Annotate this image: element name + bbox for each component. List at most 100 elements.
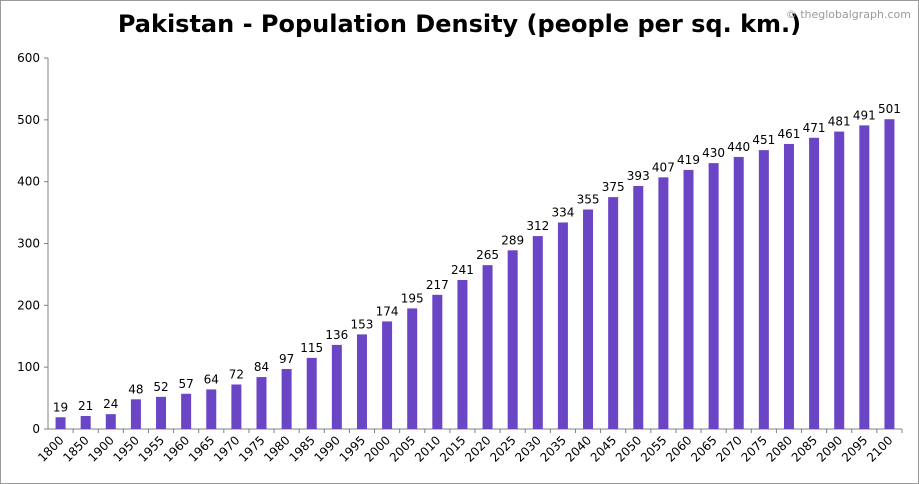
data-label: 451 <box>752 133 775 147</box>
data-label: 393 <box>627 169 650 183</box>
bar <box>156 396 167 429</box>
bar <box>482 265 493 429</box>
x-tick-label: 1980 <box>261 433 292 464</box>
data-label: 419 <box>677 153 700 167</box>
x-axis: 1800185019001950195519601965197019751980… <box>35 428 903 465</box>
y-tick-label: 0 <box>32 422 40 436</box>
bar <box>884 119 895 429</box>
x-tick-label: 1955 <box>136 433 167 464</box>
data-label: 195 <box>401 291 424 305</box>
bar <box>859 125 870 430</box>
bar <box>356 334 367 429</box>
chart-title: Pakistan - Population Density (people pe… <box>117 10 802 38</box>
bar <box>432 294 443 429</box>
bar <box>80 416 91 429</box>
bar <box>733 156 744 429</box>
x-tick-label: 2020 <box>462 433 493 464</box>
data-label: 481 <box>828 115 851 129</box>
data-label: 375 <box>602 180 625 194</box>
x-tick-label: 2085 <box>789 433 820 464</box>
data-label: 501 <box>878 102 901 116</box>
data-label: 115 <box>300 341 323 355</box>
x-tick-label: 2075 <box>738 433 769 464</box>
bar-series <box>55 119 895 430</box>
data-label: 64 <box>204 372 219 386</box>
bar <box>181 393 192 429</box>
data-label: 174 <box>376 304 399 318</box>
bar <box>708 163 719 429</box>
bar <box>206 389 217 429</box>
bar <box>407 308 418 429</box>
data-label: 24 <box>103 397 118 411</box>
bar <box>633 185 644 429</box>
bar <box>306 357 317 429</box>
x-tick-label: 1800 <box>35 433 66 464</box>
x-tick-label: 2060 <box>663 433 694 464</box>
x-tick-label: 2055 <box>638 433 669 464</box>
data-label: 52 <box>153 380 168 394</box>
data-label: 430 <box>702 146 725 160</box>
bar <box>281 369 292 429</box>
data-label: 19 <box>53 400 68 414</box>
bar <box>55 417 66 429</box>
data-label: 334 <box>551 205 574 219</box>
x-tick-label: 2050 <box>613 433 644 464</box>
data-label: 72 <box>229 367 244 381</box>
bar <box>583 209 594 429</box>
data-label: 355 <box>577 192 600 206</box>
x-tick-label: 2015 <box>437 433 468 464</box>
bar <box>130 399 141 429</box>
data-label: 312 <box>526 219 549 233</box>
bar <box>105 414 116 429</box>
x-tick-label: 1950 <box>111 433 142 464</box>
bar <box>331 344 342 429</box>
bar <box>608 197 619 429</box>
bar <box>532 236 543 429</box>
data-label: 407 <box>652 160 675 174</box>
bar <box>557 222 568 429</box>
y-tick-label: 500 <box>17 113 40 127</box>
y-tick-label: 100 <box>17 360 40 374</box>
data-label: 241 <box>451 263 474 277</box>
x-tick-label: 2030 <box>512 433 543 464</box>
data-label: 57 <box>179 377 194 391</box>
x-tick-label: 2005 <box>387 433 418 464</box>
data-label: 217 <box>426 278 449 292</box>
x-tick-label: 1970 <box>211 433 242 464</box>
watermark-text: © theglobalgraph.com <box>785 8 911 21</box>
data-label: 21 <box>78 399 93 413</box>
bar <box>758 150 769 430</box>
x-tick-label: 1850 <box>60 433 91 464</box>
data-labels: 19 21 24 48 52 57 64 72 84 97 11513615317419521724… <box>53 102 901 414</box>
x-tick-label: 2090 <box>814 433 845 464</box>
x-tick-label: 1985 <box>286 433 317 464</box>
bar <box>507 250 518 429</box>
bar <box>256 377 267 429</box>
data-label: 491 <box>853 108 876 122</box>
x-tick-label: 2045 <box>588 433 619 464</box>
y-tick-label: 200 <box>17 298 40 312</box>
x-tick-label: 2040 <box>563 433 594 464</box>
y-axis: 0 100 200 300 400 500 600 <box>17 51 49 436</box>
y-tick-label: 300 <box>17 237 40 251</box>
x-tick-label: 2080 <box>764 433 795 464</box>
data-label: 97 <box>279 352 294 366</box>
data-label: 471 <box>803 121 826 135</box>
bar <box>457 279 468 429</box>
x-tick-label: 2100 <box>864 433 895 464</box>
data-label: 153 <box>351 317 374 331</box>
x-tick-label: 1965 <box>186 433 217 464</box>
y-tick-label: 400 <box>17 175 40 189</box>
x-tick-label: 2010 <box>412 433 443 464</box>
x-tick-label: 2025 <box>487 433 518 464</box>
x-tick-label: 2095 <box>839 433 870 464</box>
data-label: 461 <box>778 127 801 141</box>
data-label: 265 <box>476 248 499 262</box>
x-tick-label: 2065 <box>688 433 719 464</box>
data-label: 48 <box>128 382 143 396</box>
data-label: 136 <box>325 328 348 342</box>
bar <box>834 131 845 429</box>
x-tick-label: 2035 <box>538 433 569 464</box>
x-tick-label: 2000 <box>362 433 393 464</box>
